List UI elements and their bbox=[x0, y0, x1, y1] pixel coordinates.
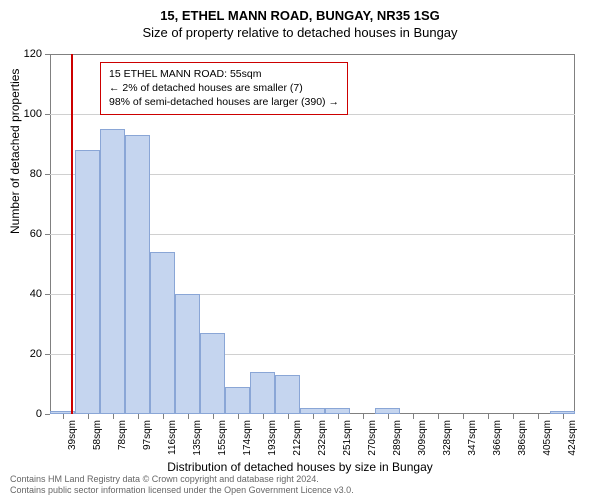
histogram-bar bbox=[225, 387, 250, 414]
x-tick-label: 155sqm bbox=[217, 420, 228, 456]
y-tick-mark bbox=[45, 294, 50, 295]
x-tick-mark bbox=[188, 414, 189, 419]
y-tick-label: 0 bbox=[36, 408, 42, 420]
x-tick-mark bbox=[213, 414, 214, 419]
x-tick-label: 174sqm bbox=[242, 420, 253, 456]
x-tick-label: 309sqm bbox=[417, 420, 428, 456]
y-tick-label: 20 bbox=[30, 348, 42, 360]
y-tick-mark bbox=[45, 114, 50, 115]
annotation-box: 15 ETHEL MANN ROAD: 55sqm← 2% of detache… bbox=[100, 62, 348, 115]
x-tick-mark bbox=[488, 414, 489, 419]
chart-container: 15, ETHEL MANN ROAD, BUNGAY, NR35 1SG Si… bbox=[0, 0, 600, 500]
y-tick-mark bbox=[45, 354, 50, 355]
x-tick-mark bbox=[513, 414, 514, 419]
y-tick-label: 100 bbox=[24, 108, 42, 120]
x-tick-mark bbox=[163, 414, 164, 419]
chart-title-main: 15, ETHEL MANN ROAD, BUNGAY, NR35 1SG bbox=[0, 0, 600, 23]
x-tick-label: 232sqm bbox=[317, 420, 328, 456]
histogram-bar bbox=[150, 252, 175, 414]
histogram-bar bbox=[250, 372, 275, 414]
histogram-bar bbox=[175, 294, 200, 414]
y-tick-mark bbox=[45, 54, 50, 55]
plot-area: 02040608010012039sqm58sqm78sqm97sqm116sq… bbox=[50, 54, 575, 414]
annotation-line3: 98% of semi-detached houses are larger (… bbox=[109, 95, 339, 109]
x-tick-mark bbox=[413, 414, 414, 419]
x-tick-label: 386sqm bbox=[517, 420, 528, 456]
x-tick-label: 347sqm bbox=[467, 420, 478, 456]
histogram-bar bbox=[100, 129, 125, 414]
x-tick-label: 289sqm bbox=[392, 420, 403, 456]
footer-line-2: Contains public sector information licen… bbox=[10, 485, 354, 496]
x-tick-mark bbox=[563, 414, 564, 419]
x-tick-label: 251sqm bbox=[342, 420, 353, 456]
histogram-bar bbox=[275, 375, 300, 414]
x-tick-label: 193sqm bbox=[267, 420, 278, 456]
annotation-line1: 15 ETHEL MANN ROAD: 55sqm bbox=[109, 67, 339, 81]
footer-line-1: Contains HM Land Registry data © Crown c… bbox=[10, 474, 354, 485]
x-tick-mark bbox=[338, 414, 339, 419]
y-tick-label: 80 bbox=[30, 168, 42, 180]
x-tick-label: 366sqm bbox=[492, 420, 503, 456]
x-tick-mark bbox=[463, 414, 464, 419]
footer-attribution: Contains HM Land Registry data © Crown c… bbox=[10, 474, 354, 496]
y-tick-label: 120 bbox=[24, 48, 42, 60]
x-tick-mark bbox=[88, 414, 89, 419]
x-tick-label: 424sqm bbox=[567, 420, 578, 456]
y-tick-mark bbox=[45, 414, 50, 415]
x-tick-mark bbox=[363, 414, 364, 419]
x-tick-label: 328sqm bbox=[442, 420, 453, 456]
x-tick-label: 212sqm bbox=[292, 420, 303, 456]
y-tick-mark bbox=[45, 174, 50, 175]
x-tick-mark bbox=[538, 414, 539, 419]
x-tick-mark bbox=[238, 414, 239, 419]
x-axis-title: Distribution of detached houses by size … bbox=[0, 460, 600, 474]
x-tick-mark bbox=[263, 414, 264, 419]
x-tick-mark bbox=[138, 414, 139, 419]
histogram-bar bbox=[200, 333, 225, 414]
x-tick-label: 97sqm bbox=[142, 420, 153, 450]
histogram-bar bbox=[75, 150, 100, 414]
x-tick-mark bbox=[438, 414, 439, 419]
x-tick-mark bbox=[288, 414, 289, 419]
annotation-line2: ← 2% of detached houses are smaller (7) bbox=[109, 81, 339, 95]
x-tick-label: 270sqm bbox=[367, 420, 378, 456]
x-tick-label: 58sqm bbox=[92, 420, 103, 450]
histogram-bar bbox=[125, 135, 150, 414]
x-tick-label: 116sqm bbox=[167, 420, 178, 455]
x-tick-label: 78sqm bbox=[117, 420, 128, 450]
axis-top bbox=[50, 54, 575, 55]
x-tick-mark bbox=[113, 414, 114, 419]
x-tick-mark bbox=[313, 414, 314, 419]
property-marker-line bbox=[71, 54, 73, 414]
y-tick-mark bbox=[45, 234, 50, 235]
x-tick-label: 405sqm bbox=[542, 420, 553, 456]
x-tick-label: 39sqm bbox=[67, 420, 78, 450]
chart-title-sub: Size of property relative to detached ho… bbox=[0, 23, 600, 40]
x-tick-mark bbox=[63, 414, 64, 419]
y-tick-label: 40 bbox=[30, 288, 42, 300]
x-tick-label: 135sqm bbox=[192, 420, 203, 456]
x-tick-mark bbox=[388, 414, 389, 419]
y-tick-label: 60 bbox=[30, 228, 42, 240]
y-axis-title: Number of detached properties bbox=[8, 69, 22, 234]
